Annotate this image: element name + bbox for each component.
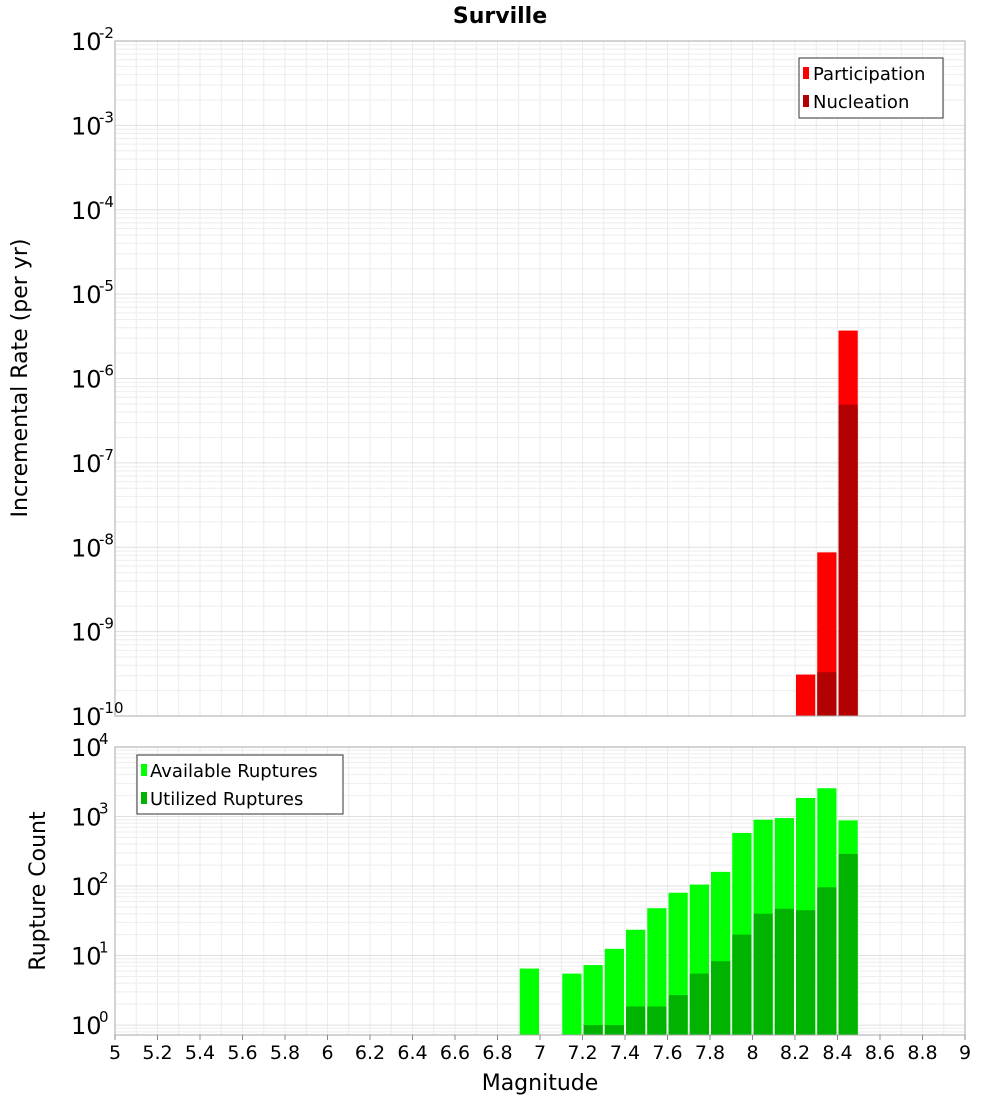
magnitude-x-tick-label: 8 [746,1042,758,1064]
rate-y-tick-label: 10 [71,619,102,647]
magnitude-x-tick-label: 7.6 [652,1042,682,1064]
rate-y-tick-exponent: -4 [99,193,114,211]
count-bar-utilized-ruptures [774,908,794,1035]
rate-y-tick-exponent: -9 [99,615,114,633]
count-bar-utilized-ruptures [626,1006,646,1035]
magnitude-x-tick-label: 5.6 [227,1042,257,1064]
rate-bar-nucleation [817,672,837,716]
nucleation-legend-label: Nucleation [813,92,909,113]
magnitude-x-tick-label: 8.8 [907,1042,937,1064]
count-y-tick-exponent: 0 [99,1008,109,1026]
magnitude-x-tick-label: 9 [959,1042,971,1064]
magnitude-x-tick-label: 6.4 [397,1042,427,1064]
magnitude-x-tick-label: 8.4 [822,1042,852,1064]
count-bars [519,788,858,1035]
magnitude-x-tick-label: 8.6 [865,1042,895,1064]
participation-legend-swatch [803,67,809,79]
magnitude-x-tick-label: 6 [321,1042,333,1064]
rate-y-tick-label: 10 [71,281,102,309]
magnitude-x-axis-label: Magnitude [482,1071,599,1096]
count-bar-utilized-ruptures [817,887,837,1035]
utilized-legend-swatch [141,792,147,804]
count-bar-utilized-ruptures [796,910,816,1035]
count-bar-utilized-ruptures [668,995,688,1035]
rate-y-tick-exponent: -5 [99,277,114,295]
rate-y-tick-label: 10 [71,366,102,394]
rate-y-tick-exponent: -3 [99,108,114,126]
count-y-tick-exponent: 1 [99,939,109,957]
count-bar-utilized-ruptures [604,1025,624,1035]
rate-y-tick-exponent: -7 [99,446,114,464]
rate-y-tick-exponent: -6 [99,362,114,380]
rate-legend-box [798,57,944,119]
rate-y-tick-exponent: -10 [99,699,124,717]
magnitude-x-tick-label: 5.4 [185,1042,215,1064]
count-y-tick-label: 10 [71,1012,102,1040]
magnitude-x-tick-label: 8.2 [780,1042,810,1064]
magnitude-x-ticks: 5 5.2 5.4 5.6 5.8 6 6.2 6.4 6.6 6.8 7 7.2 7.4 7.6 7.8 8… [109,1035,971,1064]
rate-bar-participation [796,674,816,716]
rate-y-tick-label: 10 [71,703,102,731]
rate-y-ticks: 10-210-310-410-510-610-710-810-910-10 [71,24,124,731]
count-y-tick-label: 10 [71,873,102,901]
count-y-tick-exponent: 4 [99,730,109,748]
participation-legend-label: Participation [813,64,925,85]
rate-y-tick-label: 10 [71,450,102,478]
magnitude-x-tick-label: 6.8 [482,1042,512,1064]
magnitude-x-tick-label: 7.2 [567,1042,597,1064]
count-bar-utilized-ruptures [711,961,731,1035]
count-y-tick-exponent: 2 [99,869,109,887]
count-y-tick-label: 10 [71,734,102,762]
count-bar-utilized-ruptures [732,934,752,1035]
nucleation-legend-swatch [803,95,809,107]
count-bar-available-ruptures [562,973,582,1035]
rate-legend: Participation Nucleation [798,57,944,119]
count-bar-available-ruptures [604,948,624,1035]
rate-y-axis-label: Incremental Rate (per yr) [8,239,33,518]
available-legend-swatch [141,764,147,776]
count-y-axis-label: Rupture Count [26,811,51,971]
rate-y-tick-label: 10 [71,197,102,225]
rate-y-tick-label: 10 [71,534,102,562]
magnitude-x-tick-label: 5.8 [270,1042,300,1064]
count-y-tick-label: 10 [71,943,102,971]
available-legend-label: Available Ruptures [150,761,318,782]
magnitude-x-tick-label: 7 [534,1042,546,1064]
magnitude-x-tick-label: 5.2 [142,1042,172,1064]
rate-y-tick-exponent: -8 [99,530,114,548]
count-bar-utilized-ruptures [583,1025,603,1035]
rate-bar-nucleation [838,404,858,716]
magnitude-x-tick-label: 6.2 [355,1042,385,1064]
rate-plot-border [114,40,966,717]
rate-grid [114,41,966,717]
rate-panel: 10-210-310-410-510-610-710-810-910-10 In… [8,24,966,731]
count-legend: Available Ruptures Utilized Ruptures [136,754,344,815]
count-bar-available-ruptures [583,965,603,1035]
count-bar-utilized-ruptures [753,913,773,1035]
rate-y-tick-label: 10 [71,28,102,56]
count-bar-utilized-ruptures [647,1006,667,1035]
count-bar-available-ruptures [647,908,667,1035]
count-y-tick-label: 10 [71,804,102,832]
count-bar-utilized-ruptures [838,853,858,1035]
rate-y-tick-exponent: -2 [99,24,114,42]
magnitude-x-tick-label: 6.6 [440,1042,470,1064]
chart-title: Surville [453,4,547,29]
count-bar-available-ruptures [519,968,539,1035]
magnitude-x-tick-label: 5 [109,1042,121,1064]
count-bar-utilized-ruptures [689,973,709,1035]
rate-y-tick-label: 10 [71,112,102,140]
utilized-legend-label: Utilized Ruptures [150,789,303,810]
rate-bars [796,330,858,716]
count-legend-box [136,754,344,815]
count-y-tick-exponent: 3 [99,800,109,818]
magnitude-x-tick-label: 7.8 [695,1042,725,1064]
magnitude-x-tick-label: 7.4 [610,1042,640,1064]
